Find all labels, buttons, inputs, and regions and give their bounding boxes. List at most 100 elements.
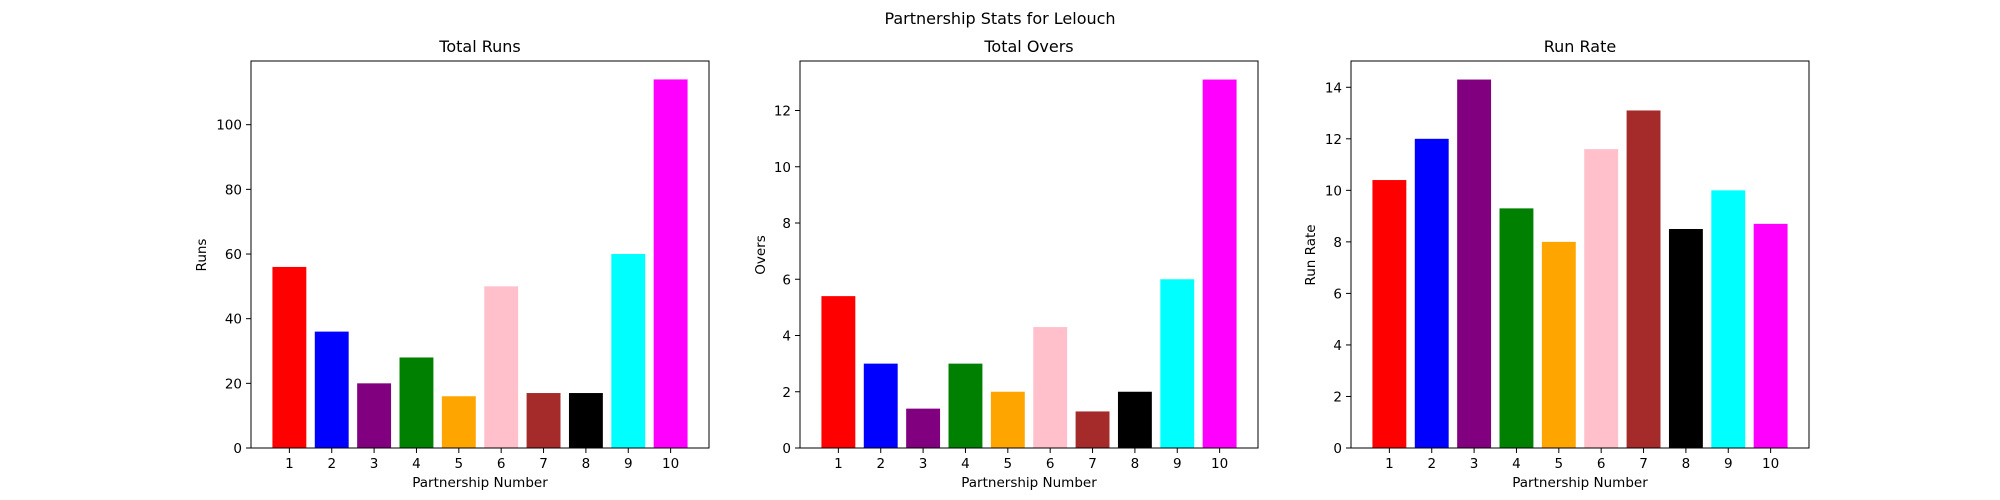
x-tick-label: 7 — [1639, 456, 1648, 472]
y-tick-label: 80 — [225, 182, 242, 198]
x-tick-label: 2 — [1427, 456, 1436, 472]
x-tick-label: 10 — [1762, 456, 1779, 472]
x-tick-label: 4 — [1512, 456, 1521, 472]
y-tick-label: 6 — [782, 272, 791, 288]
y-tick-label: 8 — [782, 216, 791, 232]
bar-9 — [611, 254, 646, 448]
bar-5 — [441, 396, 476, 448]
y-tick-label: 4 — [1333, 338, 1342, 354]
bar-10 — [1753, 223, 1788, 448]
bar-3 — [906, 408, 941, 449]
y-tick-label: 100 — [216, 118, 242, 134]
x-tick-label: 8 — [1131, 456, 1140, 472]
bar-4 — [1499, 208, 1534, 448]
x-tick-label: 8 — [1682, 456, 1691, 472]
y-tick-label: 6 — [1333, 286, 1342, 302]
bar-5 — [990, 391, 1025, 448]
bar-6 — [1584, 149, 1619, 448]
subplot-total-runs: Total Runs Partnership Number Runs 1 2 3 4 5… — [194, 37, 710, 491]
bar-7 — [1626, 110, 1661, 448]
x-tick-label: 9 — [1173, 456, 1182, 472]
y-tick-label: 12 — [774, 104, 791, 120]
x-axis-label: Partnership Number — [1512, 475, 1648, 491]
bar-6 — [484, 286, 519, 448]
bar-7 — [526, 393, 561, 448]
y-tick-label: 40 — [225, 312, 242, 328]
bar-7 — [1075, 411, 1110, 448]
x-tick-label: 3 — [919, 456, 928, 472]
x-tick-label: 7 — [1088, 456, 1097, 472]
y-tick-label: 2 — [1333, 389, 1342, 405]
bar-8 — [1117, 391, 1152, 448]
bar-8 — [568, 393, 603, 448]
bar-2 — [1414, 138, 1449, 448]
y-tick-label: 10 — [774, 160, 791, 176]
bar-9 — [1711, 190, 1746, 448]
x-tick-label: 4 — [412, 456, 421, 472]
x-tick-label: 1 — [1385, 456, 1394, 472]
y-tick-label: 12 — [1325, 132, 1342, 148]
x-tick-label: 2 — [876, 456, 885, 472]
axes-frame — [799, 60, 1259, 449]
y-tick-label: 14 — [1325, 80, 1342, 96]
x-tick-label: 3 — [1470, 456, 1479, 472]
bar-9 — [1160, 279, 1195, 448]
y-tick-label: 20 — [225, 376, 242, 392]
bar-8 — [1668, 228, 1703, 448]
bar-3 — [1457, 79, 1492, 449]
x-axis-label: Partnership Number — [961, 475, 1097, 491]
x-tick-label: 4 — [961, 456, 970, 472]
x-tick-label: 5 — [455, 456, 464, 472]
x-tick-label: 1 — [834, 456, 843, 472]
y-tick-label: 10 — [1325, 183, 1342, 199]
y-tick-label: 2 — [782, 385, 791, 401]
x-tick-label: 10 — [1211, 456, 1228, 472]
axes-frame — [1350, 60, 1810, 449]
bar-4 — [948, 363, 983, 449]
bar-6 — [1033, 327, 1068, 448]
y-tick-label: 0 — [1333, 441, 1342, 457]
bar-1 — [272, 266, 307, 448]
x-tick-label: 9 — [1724, 456, 1733, 472]
bar-10 — [653, 79, 688, 449]
y-axis-label: Runs — [194, 239, 210, 272]
x-axis-label: Partnership Number — [412, 475, 548, 491]
x-tick-label: 3 — [370, 456, 379, 472]
subplot-title: Run Rate — [1544, 37, 1616, 56]
bar-2 — [863, 363, 898, 449]
axes-frame — [250, 60, 710, 449]
x-tick-label: 6 — [497, 456, 506, 472]
bar-1 — [821, 296, 856, 449]
bar-5 — [1541, 241, 1576, 448]
x-tick-label: 10 — [662, 456, 679, 472]
bar-10 — [1202, 79, 1237, 448]
bar-1 — [1372, 180, 1407, 449]
x-tick-label: 5 — [1555, 456, 1564, 472]
x-tick-label: 9 — [624, 456, 633, 472]
y-tick-label: 0 — [782, 441, 791, 457]
bar-4 — [399, 357, 434, 448]
y-axis-label: Run Rate — [1303, 224, 1319, 285]
y-axis-label: Overs — [753, 235, 769, 275]
x-tick-label: 6 — [1597, 456, 1606, 472]
bar-2 — [314, 331, 349, 448]
y-tick-label: 60 — [225, 247, 242, 263]
x-tick-label: 6 — [1046, 456, 1055, 472]
subplot-title: Total Runs — [438, 37, 520, 56]
x-tick-label: 8 — [582, 456, 591, 472]
figure-title: Partnership Stats for Lelouch — [884, 9, 1115, 28]
y-tick-label: 8 — [1333, 235, 1342, 251]
y-tick-label: 4 — [782, 329, 791, 345]
bar-3 — [357, 383, 392, 448]
x-tick-label: 7 — [539, 456, 548, 472]
x-tick-label: 5 — [1004, 456, 1013, 472]
y-tick-label: 0 — [233, 441, 242, 457]
x-tick-label: 2 — [327, 456, 336, 472]
subplot-title: Total Overs — [983, 37, 1073, 56]
